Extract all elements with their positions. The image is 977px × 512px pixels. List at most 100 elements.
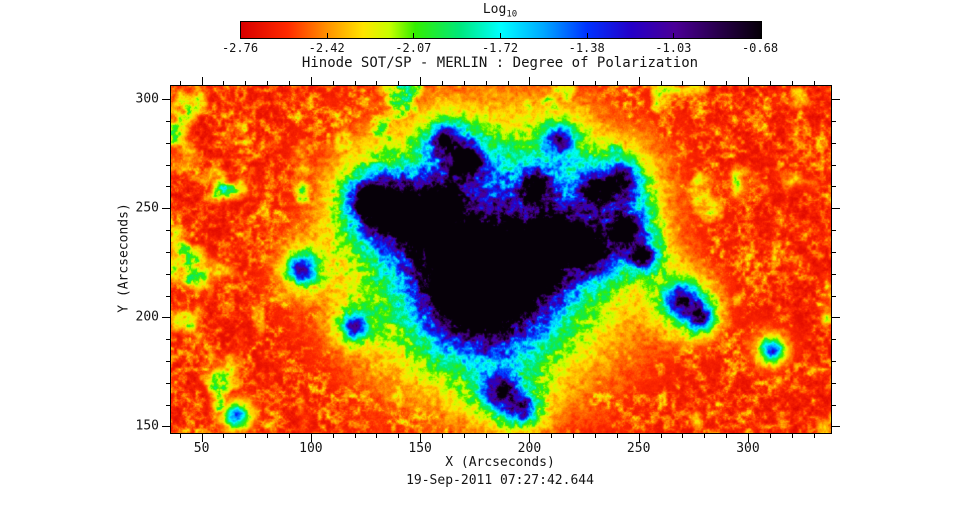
x-axis-tick: [813, 434, 815, 438]
y-tick-label: 300: [135, 91, 159, 107]
y-axis-tick: [166, 404, 170, 406]
x-axis-tick: [376, 81, 378, 85]
x-axis-tick: [289, 434, 290, 438]
x-axis-tick: [441, 434, 443, 438]
plot-frame: 50 100 150 200 250 300 150 200 250 300: [136, 77, 840, 456]
y-axis-tick: [166, 273, 170, 275]
x-axis-tick: [485, 434, 487, 438]
x-tick-label: 250: [626, 441, 651, 456]
x-axis-tick: [660, 81, 662, 85]
x-axis-tick: [332, 81, 334, 85]
y-axis-tick: [162, 208, 170, 210]
x-axis-tick: [179, 434, 181, 438]
y-axis-tick: [166, 164, 170, 166]
colorbar-title: Log10: [483, 2, 517, 20]
x-axis-tick: [310, 77, 312, 85]
x-axis-tick: [354, 434, 356, 438]
x-axis-tick: [354, 81, 356, 85]
y-axis-tick: [832, 404, 836, 406]
heatmap-canvas: [171, 86, 831, 433]
x-axis-tick: [507, 81, 509, 85]
x-axis-tick: [179, 81, 181, 85]
colorbar-tick-label: -0.68: [741, 41, 779, 55]
y-axis-tick: [166, 230, 170, 232]
y-axis-tick: [162, 317, 170, 319]
colorbar-tick-label: -1.38: [568, 41, 605, 55]
x-tick-label: 150: [408, 441, 432, 456]
x-axis-tick: [223, 81, 225, 85]
x-axis-tick: [507, 434, 509, 438]
x-axis-tick: [245, 434, 247, 438]
y-axis-tick: [166, 186, 170, 188]
y-axis-tick: [832, 360, 836, 362]
y-axis-tick: [166, 360, 170, 362]
y-axis-tick: [832, 339, 836, 341]
y-axis-tick: [832, 186, 836, 188]
colorbar-tick-label: -1.03: [655, 41, 692, 55]
y-axis-tick: [166, 382, 170, 384]
y-tick-label: 150: [135, 418, 159, 434]
x-tick-label: 50: [193, 441, 210, 456]
x-tick-label: 100: [299, 441, 323, 456]
x-axis-tick: [769, 434, 771, 438]
x-axis-tick: [616, 434, 618, 438]
x-axis-title: X (Arcseconds): [445, 455, 555, 470]
colorbar-tick-label: -2.42: [308, 41, 345, 55]
x-axis-tick: [441, 81, 443, 85]
y-axis-tick: [166, 142, 170, 144]
y-axis-title: Y (Arcseconds): [116, 203, 132, 313]
x-axis-tick: [616, 81, 618, 85]
colorbar-tick: [586, 33, 588, 38]
y-axis-tick: [832, 426, 840, 428]
x-axis-tick: [682, 81, 684, 85]
x-axis-tick: [223, 434, 225, 438]
y-axis-tick: [832, 164, 836, 166]
x-axis-tick: [682, 434, 684, 438]
colorbar-tick-labels: -2.76 -2.42 -2.07 -1.72 -1.38 -1.03 -0.68: [222, 41, 778, 55]
x-axis-tick: [289, 81, 290, 85]
x-axis-tick: [747, 434, 749, 442]
x-tick-label: 200: [517, 441, 542, 456]
x-axis-tick: [398, 81, 400, 85]
x-axis-tick: [791, 81, 793, 85]
x-axis-tick: [398, 434, 400, 438]
x-axis-tick: [660, 434, 662, 438]
y-axis-tick: [832, 273, 836, 275]
colorbar-tick-label: -2.76: [221, 41, 259, 55]
colorbar-tick: [673, 33, 675, 38]
x-axis-tick: [747, 77, 749, 85]
colorbar-gradient: [240, 21, 762, 39]
x-axis-tick: [310, 434, 312, 442]
y-axis-tick: [832, 251, 836, 253]
x-axis-tick: [791, 434, 793, 438]
x-axis-tick: [638, 77, 640, 85]
x-axis-tick: [726, 434, 728, 438]
colorbar-tick: [240, 33, 241, 38]
colorbar-tick-label: -1.72: [481, 41, 519, 55]
colorbar-title-main: Log: [482, 2, 507, 17]
y-axis-tick: [166, 251, 170, 253]
x-axis-tick: [267, 434, 269, 438]
x-axis-tick: [769, 81, 771, 85]
x-axis-tick: [813, 81, 815, 85]
y-axis-tick: [832, 382, 836, 384]
x-axis-tick: [420, 77, 422, 85]
y-axis-tick: [162, 99, 170, 101]
x-axis-tick: [201, 434, 203, 442]
x-axis-tick: [551, 81, 553, 85]
x-axis-tick: [594, 434, 596, 438]
x-axis-tick: [420, 434, 422, 442]
x-axis-tick: [704, 81, 706, 85]
x-axis-tick: [726, 81, 728, 85]
colorbar-tick: [500, 33, 501, 38]
x-axis-tick: [463, 434, 465, 438]
x-axis-tick: [573, 81, 575, 85]
observation-timestamp: 19-Sep-2011 07:27:42.644: [406, 473, 594, 488]
x-axis-tick: [594, 81, 596, 85]
x-axis-tick: [573, 434, 575, 438]
x-axis-tick: [376, 434, 378, 438]
y-axis-tick: [832, 120, 836, 122]
y-axis-tick: [162, 426, 170, 428]
y-axis-tick: [832, 295, 836, 297]
